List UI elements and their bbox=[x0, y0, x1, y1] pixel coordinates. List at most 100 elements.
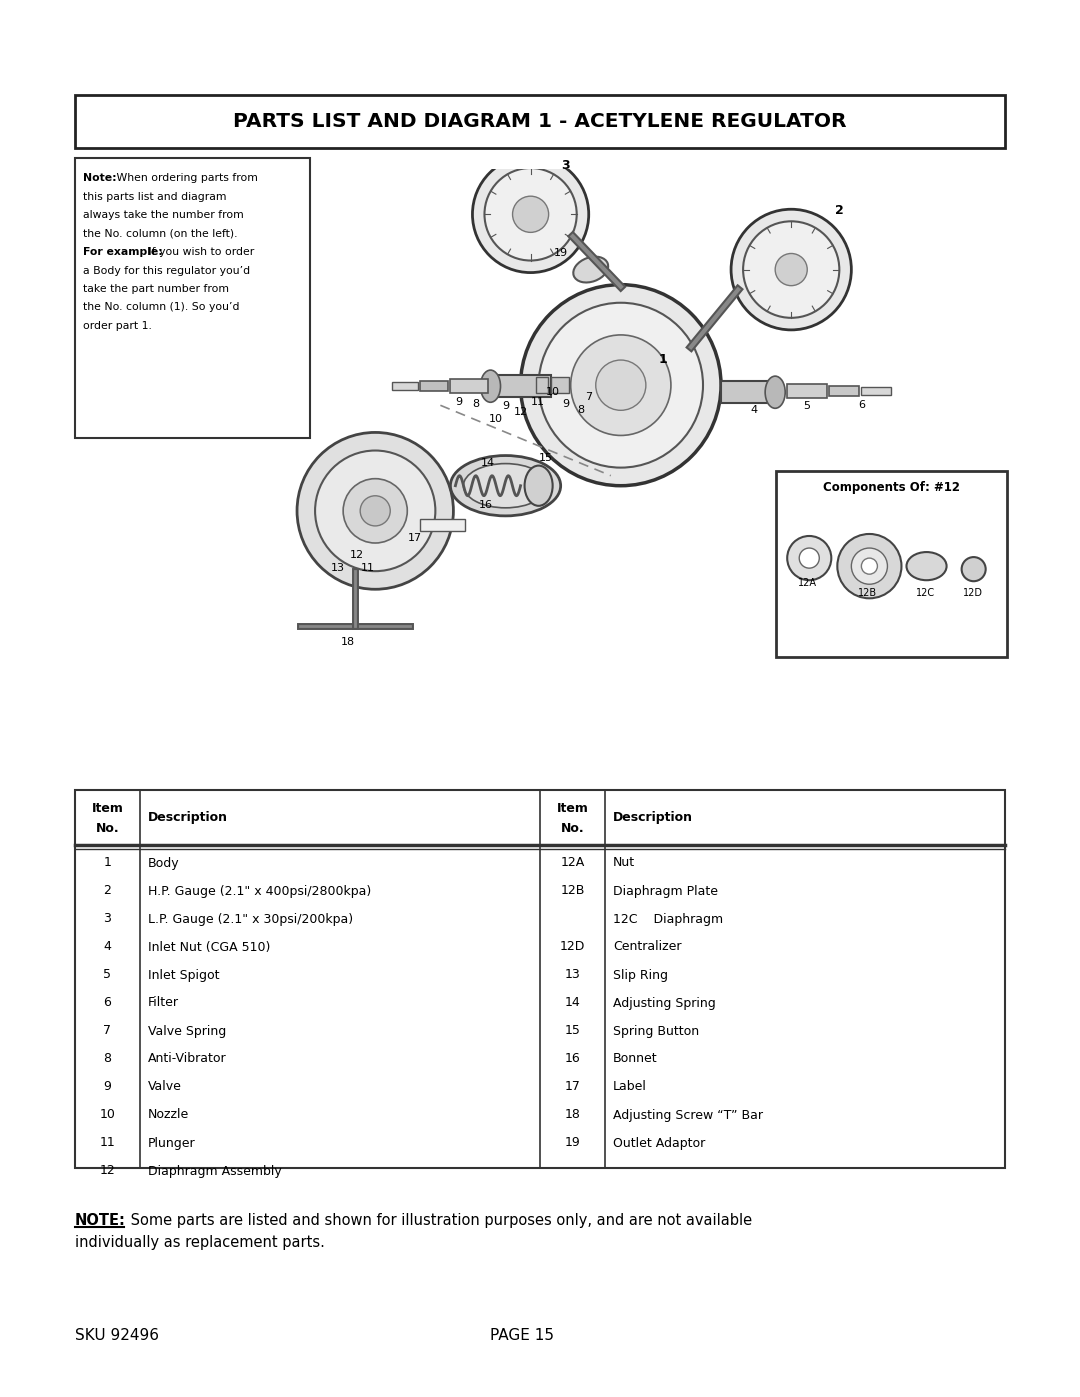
Text: If you wish to order: If you wish to order bbox=[145, 247, 254, 257]
Text: 8: 8 bbox=[104, 1052, 111, 1066]
Text: 13: 13 bbox=[565, 968, 580, 982]
Text: Anti-Vibrator: Anti-Vibrator bbox=[148, 1052, 227, 1066]
Bar bbox=[420, 381, 448, 391]
Text: No.: No. bbox=[96, 821, 119, 834]
Text: 5: 5 bbox=[802, 401, 810, 411]
Text: 11: 11 bbox=[99, 1137, 116, 1150]
Text: 19: 19 bbox=[554, 249, 568, 258]
Text: 12C: 12C bbox=[916, 588, 934, 598]
Text: 4: 4 bbox=[751, 405, 758, 415]
Text: 13: 13 bbox=[332, 563, 346, 573]
Circle shape bbox=[315, 450, 435, 571]
Text: Label: Label bbox=[613, 1080, 647, 1094]
Circle shape bbox=[521, 285, 721, 486]
Circle shape bbox=[361, 496, 390, 525]
Text: Note:: Note: bbox=[83, 173, 117, 183]
Bar bbox=[392, 383, 418, 390]
Text: 3: 3 bbox=[562, 159, 570, 172]
Text: 12B: 12B bbox=[561, 884, 584, 897]
Text: Valve: Valve bbox=[148, 1080, 181, 1094]
Text: Plunger: Plunger bbox=[148, 1137, 195, 1150]
Text: Slip Ring: Slip Ring bbox=[613, 968, 669, 982]
Bar bbox=[75, 789, 1005, 1168]
Text: 7: 7 bbox=[585, 393, 592, 402]
Circle shape bbox=[297, 433, 454, 590]
Text: 12: 12 bbox=[513, 408, 528, 418]
Text: SKU 92496: SKU 92496 bbox=[75, 1329, 159, 1343]
Circle shape bbox=[862, 557, 877, 574]
Text: take the part number from: take the part number from bbox=[83, 284, 229, 293]
Text: Diaphragm Assembly: Diaphragm Assembly bbox=[148, 1165, 282, 1178]
Circle shape bbox=[743, 221, 839, 319]
Text: Inlet Spigot: Inlet Spigot bbox=[148, 968, 219, 982]
Text: 18: 18 bbox=[565, 1108, 580, 1122]
Text: 15: 15 bbox=[565, 1024, 580, 1038]
Text: 12A: 12A bbox=[798, 578, 818, 588]
Ellipse shape bbox=[463, 464, 548, 509]
Text: Item: Item bbox=[92, 802, 123, 814]
Ellipse shape bbox=[481, 370, 500, 402]
Bar bbox=[787, 384, 827, 398]
Text: this parts list and diagram: this parts list and diagram bbox=[83, 191, 227, 201]
Text: 12: 12 bbox=[99, 1165, 116, 1178]
Text: 14: 14 bbox=[565, 996, 580, 1010]
Text: 3: 3 bbox=[104, 912, 111, 925]
Text: PARTS LIST AND DIAGRAM 1 - ACETYLENE REGULATOR: PARTS LIST AND DIAGRAM 1 - ACETYLENE REG… bbox=[233, 112, 847, 131]
Text: Adjusting Spring: Adjusting Spring bbox=[613, 996, 716, 1010]
Ellipse shape bbox=[906, 552, 946, 580]
Ellipse shape bbox=[525, 465, 553, 506]
Text: 15: 15 bbox=[539, 453, 553, 462]
Text: Some parts are listed and shown for illustration purposes only, and are not avai: Some parts are listed and shown for illu… bbox=[126, 1213, 752, 1228]
Circle shape bbox=[851, 548, 888, 584]
Text: Filter: Filter bbox=[148, 996, 179, 1010]
Text: 2: 2 bbox=[835, 204, 843, 218]
Bar bbox=[75, 95, 1005, 148]
Text: 10: 10 bbox=[488, 415, 502, 425]
Text: 11: 11 bbox=[361, 563, 375, 573]
Bar bbox=[75, 158, 310, 439]
Text: H.P. Gauge (2.1" x 400psi/2800kpa): H.P. Gauge (2.1" x 400psi/2800kpa) bbox=[148, 884, 372, 897]
Text: 8: 8 bbox=[577, 405, 584, 415]
Text: 1: 1 bbox=[659, 353, 667, 366]
Text: individually as replacement parts.: individually as replacement parts. bbox=[75, 1235, 325, 1250]
Text: Outlet Adaptor: Outlet Adaptor bbox=[613, 1137, 705, 1150]
Text: PAGE 15: PAGE 15 bbox=[490, 1329, 554, 1343]
Circle shape bbox=[513, 196, 549, 232]
Text: 12C    Diaphragm: 12C Diaphragm bbox=[613, 912, 724, 925]
Text: Description: Description bbox=[613, 812, 693, 824]
Text: 9: 9 bbox=[455, 397, 462, 408]
Text: Description: Description bbox=[148, 812, 228, 824]
Text: 12A: 12A bbox=[561, 856, 584, 869]
Circle shape bbox=[837, 534, 902, 598]
Bar bbox=[536, 377, 548, 393]
Text: 16: 16 bbox=[565, 1052, 580, 1066]
Text: 5: 5 bbox=[104, 968, 111, 982]
Circle shape bbox=[799, 548, 820, 569]
Text: Spring Button: Spring Button bbox=[613, 1024, 699, 1038]
Bar bbox=[721, 381, 777, 404]
Ellipse shape bbox=[450, 455, 561, 515]
Text: 17: 17 bbox=[565, 1080, 580, 1094]
Text: 6: 6 bbox=[858, 401, 865, 411]
Text: Item: Item bbox=[556, 802, 589, 814]
Text: 18: 18 bbox=[341, 637, 355, 647]
Bar bbox=[829, 386, 860, 397]
Circle shape bbox=[485, 168, 577, 260]
Text: the No. column (1). So you’d: the No. column (1). So you’d bbox=[83, 303, 240, 313]
Text: 12: 12 bbox=[350, 550, 364, 560]
Text: 14: 14 bbox=[481, 458, 495, 468]
Text: the No. column (on the left).: the No. column (on the left). bbox=[83, 229, 238, 239]
Ellipse shape bbox=[573, 257, 608, 282]
Text: 16: 16 bbox=[478, 500, 492, 510]
Text: Centralizer: Centralizer bbox=[613, 940, 681, 954]
Circle shape bbox=[961, 557, 986, 581]
Text: 9: 9 bbox=[104, 1080, 111, 1094]
Text: 1: 1 bbox=[104, 856, 111, 869]
Bar bbox=[551, 377, 569, 393]
Circle shape bbox=[472, 156, 589, 272]
Text: order part 1.: order part 1. bbox=[83, 321, 152, 331]
Text: a Body for this regulator you’d: a Body for this regulator you’d bbox=[83, 265, 251, 275]
Bar bbox=[862, 387, 891, 395]
Text: 12D: 12D bbox=[962, 588, 983, 598]
Text: Nozzle: Nozzle bbox=[148, 1108, 189, 1122]
